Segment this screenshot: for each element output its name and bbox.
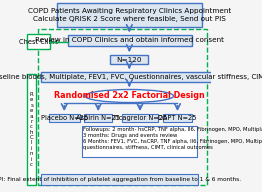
- Text: Aspirin N=25: Aspirin N=25: [76, 115, 120, 121]
- Text: R
e
s
e
a
r
c
h
C
l
i
n
i
c: R e s e a r c h C l i n i c: [30, 92, 34, 167]
- FancyBboxPatch shape: [68, 35, 192, 46]
- FancyBboxPatch shape: [28, 74, 36, 185]
- Text: Baseline bloods, Multiplate, FEV1, FVC, Questionnaires, vascular stiffness, CIMT: Baseline bloods, Multiplate, FEV1, FVC, …: [0, 74, 262, 80]
- FancyBboxPatch shape: [84, 114, 112, 122]
- Text: Followups: 2 month- hsCRP, TNF alpha, Il6, Fibrinogen, MPO, Multiplate
3 months:: Followups: 2 month- hsCRP, TNF alpha, Il…: [83, 127, 262, 150]
- Ellipse shape: [85, 89, 174, 103]
- FancyBboxPatch shape: [41, 174, 198, 185]
- FancyBboxPatch shape: [82, 126, 196, 157]
- Text: COPD Patients Awaiting Respiratory Clinics Appointment
Calculate QRISK 2 Score w: COPD Patients Awaiting Respiratory Clini…: [28, 8, 231, 22]
- Text: Chest Clinic: Chest Clinic: [19, 39, 58, 45]
- FancyBboxPatch shape: [110, 55, 149, 64]
- Text: Review in COPD Clinics and obtain informed consent: Review in COPD Clinics and obtain inform…: [35, 37, 224, 44]
- Text: N=120: N=120: [117, 56, 142, 63]
- Text: PI: Final extent of inhibition of platelet aggregation from baseline to 1 & 6 mo: PI: Final extent of inhibition of platel…: [0, 177, 241, 182]
- FancyBboxPatch shape: [41, 72, 218, 82]
- Text: Placebo N=25: Placebo N=25: [41, 115, 88, 121]
- FancyBboxPatch shape: [163, 114, 192, 122]
- FancyBboxPatch shape: [57, 3, 202, 27]
- FancyBboxPatch shape: [49, 114, 80, 122]
- FancyBboxPatch shape: [28, 34, 50, 49]
- Text: DAPT N=25: DAPT N=25: [158, 115, 197, 121]
- FancyBboxPatch shape: [122, 114, 158, 122]
- Text: Ticagrelor N=25: Ticagrelor N=25: [113, 115, 167, 121]
- Text: Randomised 2x2 Factorial Design: Randomised 2x2 Factorial Design: [54, 92, 205, 100]
